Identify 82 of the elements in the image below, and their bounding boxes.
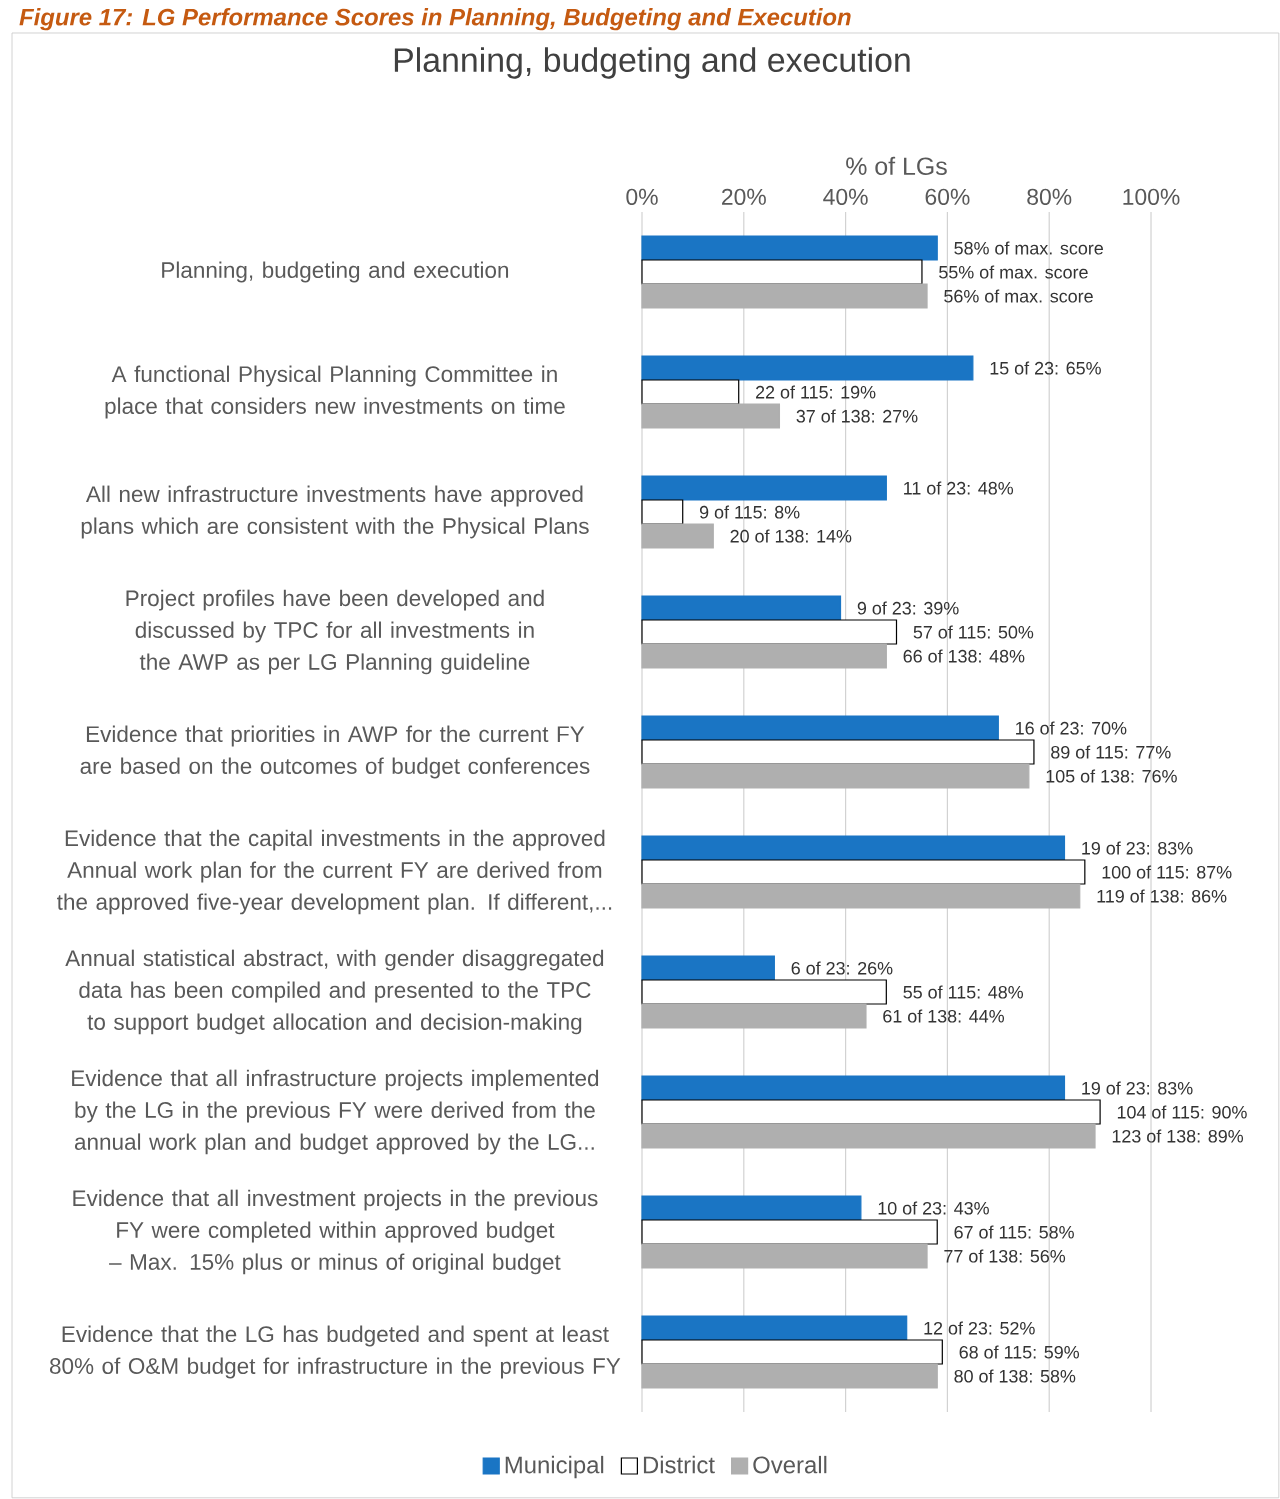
x-tick-label: 0%: [626, 188, 658, 205]
bar: [641, 475, 887, 501]
y-tick-label: Evidence that all infrastructure projects implemented by the LG in the previous FY were derived from the annual work plan and budget approved by the LG...: [72, 1069, 599, 1155]
bar: [641, 715, 999, 741]
legend-label: District: [643, 1455, 715, 1474]
bar: [641, 595, 842, 621]
bar: [641, 1243, 928, 1269]
data-label: 57 of 115: 50%: [913, 625, 1034, 639]
data-label: 89 of 115: 77%: [1051, 745, 1171, 759]
y-tick-label: Annual statistical abstract, with gender disaggregated data has been compiled and presented to the TPC to support budget allocation and decision-making: [65, 949, 604, 1035]
x-axis-title: % of LGs: [846, 156, 947, 176]
x-tick-label: 20%: [722, 188, 766, 205]
legend-label: Overall: [753, 1455, 827, 1474]
bar: [641, 259, 923, 285]
y-tick-label: Evidence that the LG has budgeted and spent at least 80% of O&M budget for infrastructure in the previous FY: [49, 1325, 621, 1379]
bar: [641, 643, 887, 669]
y-tick-label: A functional Physical Planning Committee in place that considers new investments on time: [105, 365, 565, 419]
data-label: 20 of 138: 14%: [730, 529, 852, 543]
bar: [641, 955, 775, 981]
bar: [641, 763, 1030, 789]
data-label: 11 of 23: 48%: [904, 481, 1014, 495]
bar: [641, 499, 684, 525]
data-label: 56% of max. score: [944, 289, 1093, 303]
data-label: 19 of 23: 83%: [1082, 841, 1193, 855]
bar: [641, 523, 714, 549]
data-label: 80 of 138: 58%: [954, 1369, 1076, 1383]
x-tick-label: 100%: [1123, 188, 1180, 205]
data-label: 15 of 23: 65%: [990, 361, 1101, 375]
y-tick-label: Project profiles have been developed and discussed by TPC for all investments in the AWP as per LG Planning guideline: [126, 589, 544, 675]
bar: [641, 835, 1066, 861]
data-label: 105 of 138: 76%: [1046, 769, 1177, 783]
bar: [641, 235, 938, 261]
data-label: 61 of 138: 44%: [883, 1009, 1005, 1023]
data-label: 100 of 115: 87%: [1102, 865, 1232, 879]
y-tick-label: Evidence that all investment projects in the previous FY were completed within approved budget – Max. 15% plus or minus of original budget: [73, 1189, 598, 1275]
caption: Figure 17: LG Performance Scores in Planning, Budgeting and Execution: [19, 8, 851, 31]
data-label: 104 of 115: 90%: [1117, 1105, 1247, 1119]
data-label: 9 of 115: 8%: [699, 505, 800, 519]
data-label: 37 of 138: 27%: [796, 409, 918, 423]
data-label: 10 of 23: 43%: [878, 1201, 989, 1215]
bar: [641, 1003, 867, 1029]
bar: [641, 403, 781, 429]
bar: [641, 1099, 1101, 1125]
x-tick-label: 60%: [925, 188, 970, 205]
data-label: 67 of 115: 58%: [954, 1225, 1074, 1239]
data-label: 119 of 138: 86%: [1097, 889, 1227, 903]
data-label: 55 of 115: 48%: [903, 985, 1024, 999]
bar: [641, 379, 740, 405]
bar: [641, 859, 1086, 885]
bar: [641, 1123, 1096, 1149]
bar: [641, 1339, 943, 1365]
bar: [641, 1075, 1066, 1101]
chart-title: Planning, budgeting and execution: [394, 47, 910, 79]
x-tick-label: 40%: [823, 188, 868, 205]
bar: [641, 1195, 862, 1221]
data-label: 66 of 138: 48%: [903, 649, 1025, 663]
bar: [641, 355, 974, 381]
data-label: 22 of 115: 19%: [756, 385, 876, 399]
data-label: 16 of 23: 70%: [1016, 721, 1127, 735]
bar: [641, 283, 928, 309]
bar: [641, 1363, 938, 1389]
data-label: 55% of max. score: [939, 265, 1088, 279]
data-label: 58% of max. score: [954, 241, 1103, 255]
y-tick-label: Evidence that the capital investments in the approved Annual work plan for the current FY are derived from the approved five-year development plan. If different,...: [57, 829, 612, 915]
y-tick-label: Evidence that priorities in AWP for the current FY are based on the outcomes of budget conferences: [80, 725, 590, 779]
data-label: 19 of 23: 83%: [1082, 1081, 1193, 1095]
x-tick-label: 80%: [1027, 188, 1072, 205]
legend-label: Municipal: [505, 1455, 604, 1479]
data-label: 77 of 138: 56%: [944, 1249, 1066, 1263]
bar: [641, 979, 887, 1005]
bar: [641, 1219, 938, 1245]
data-label: 68 of 115: 59%: [959, 1345, 1080, 1359]
y-tick-label: Planning, budgeting and execution: [162, 261, 509, 283]
data-label: 9 of 23: 39%: [857, 601, 959, 615]
bar: [641, 739, 1035, 765]
data-label: 12 of 23: 52%: [924, 1321, 1035, 1335]
bar: [641, 883, 1081, 909]
bar: [641, 1315, 908, 1341]
y-tick-label: All new infrastructure investments have approved plans which are consistent with the Physical Plans: [81, 485, 589, 539]
data-label: 6 of 23: 26%: [791, 961, 893, 975]
data-label: 123 of 138: 89%: [1112, 1129, 1244, 1143]
bar: [641, 619, 898, 645]
